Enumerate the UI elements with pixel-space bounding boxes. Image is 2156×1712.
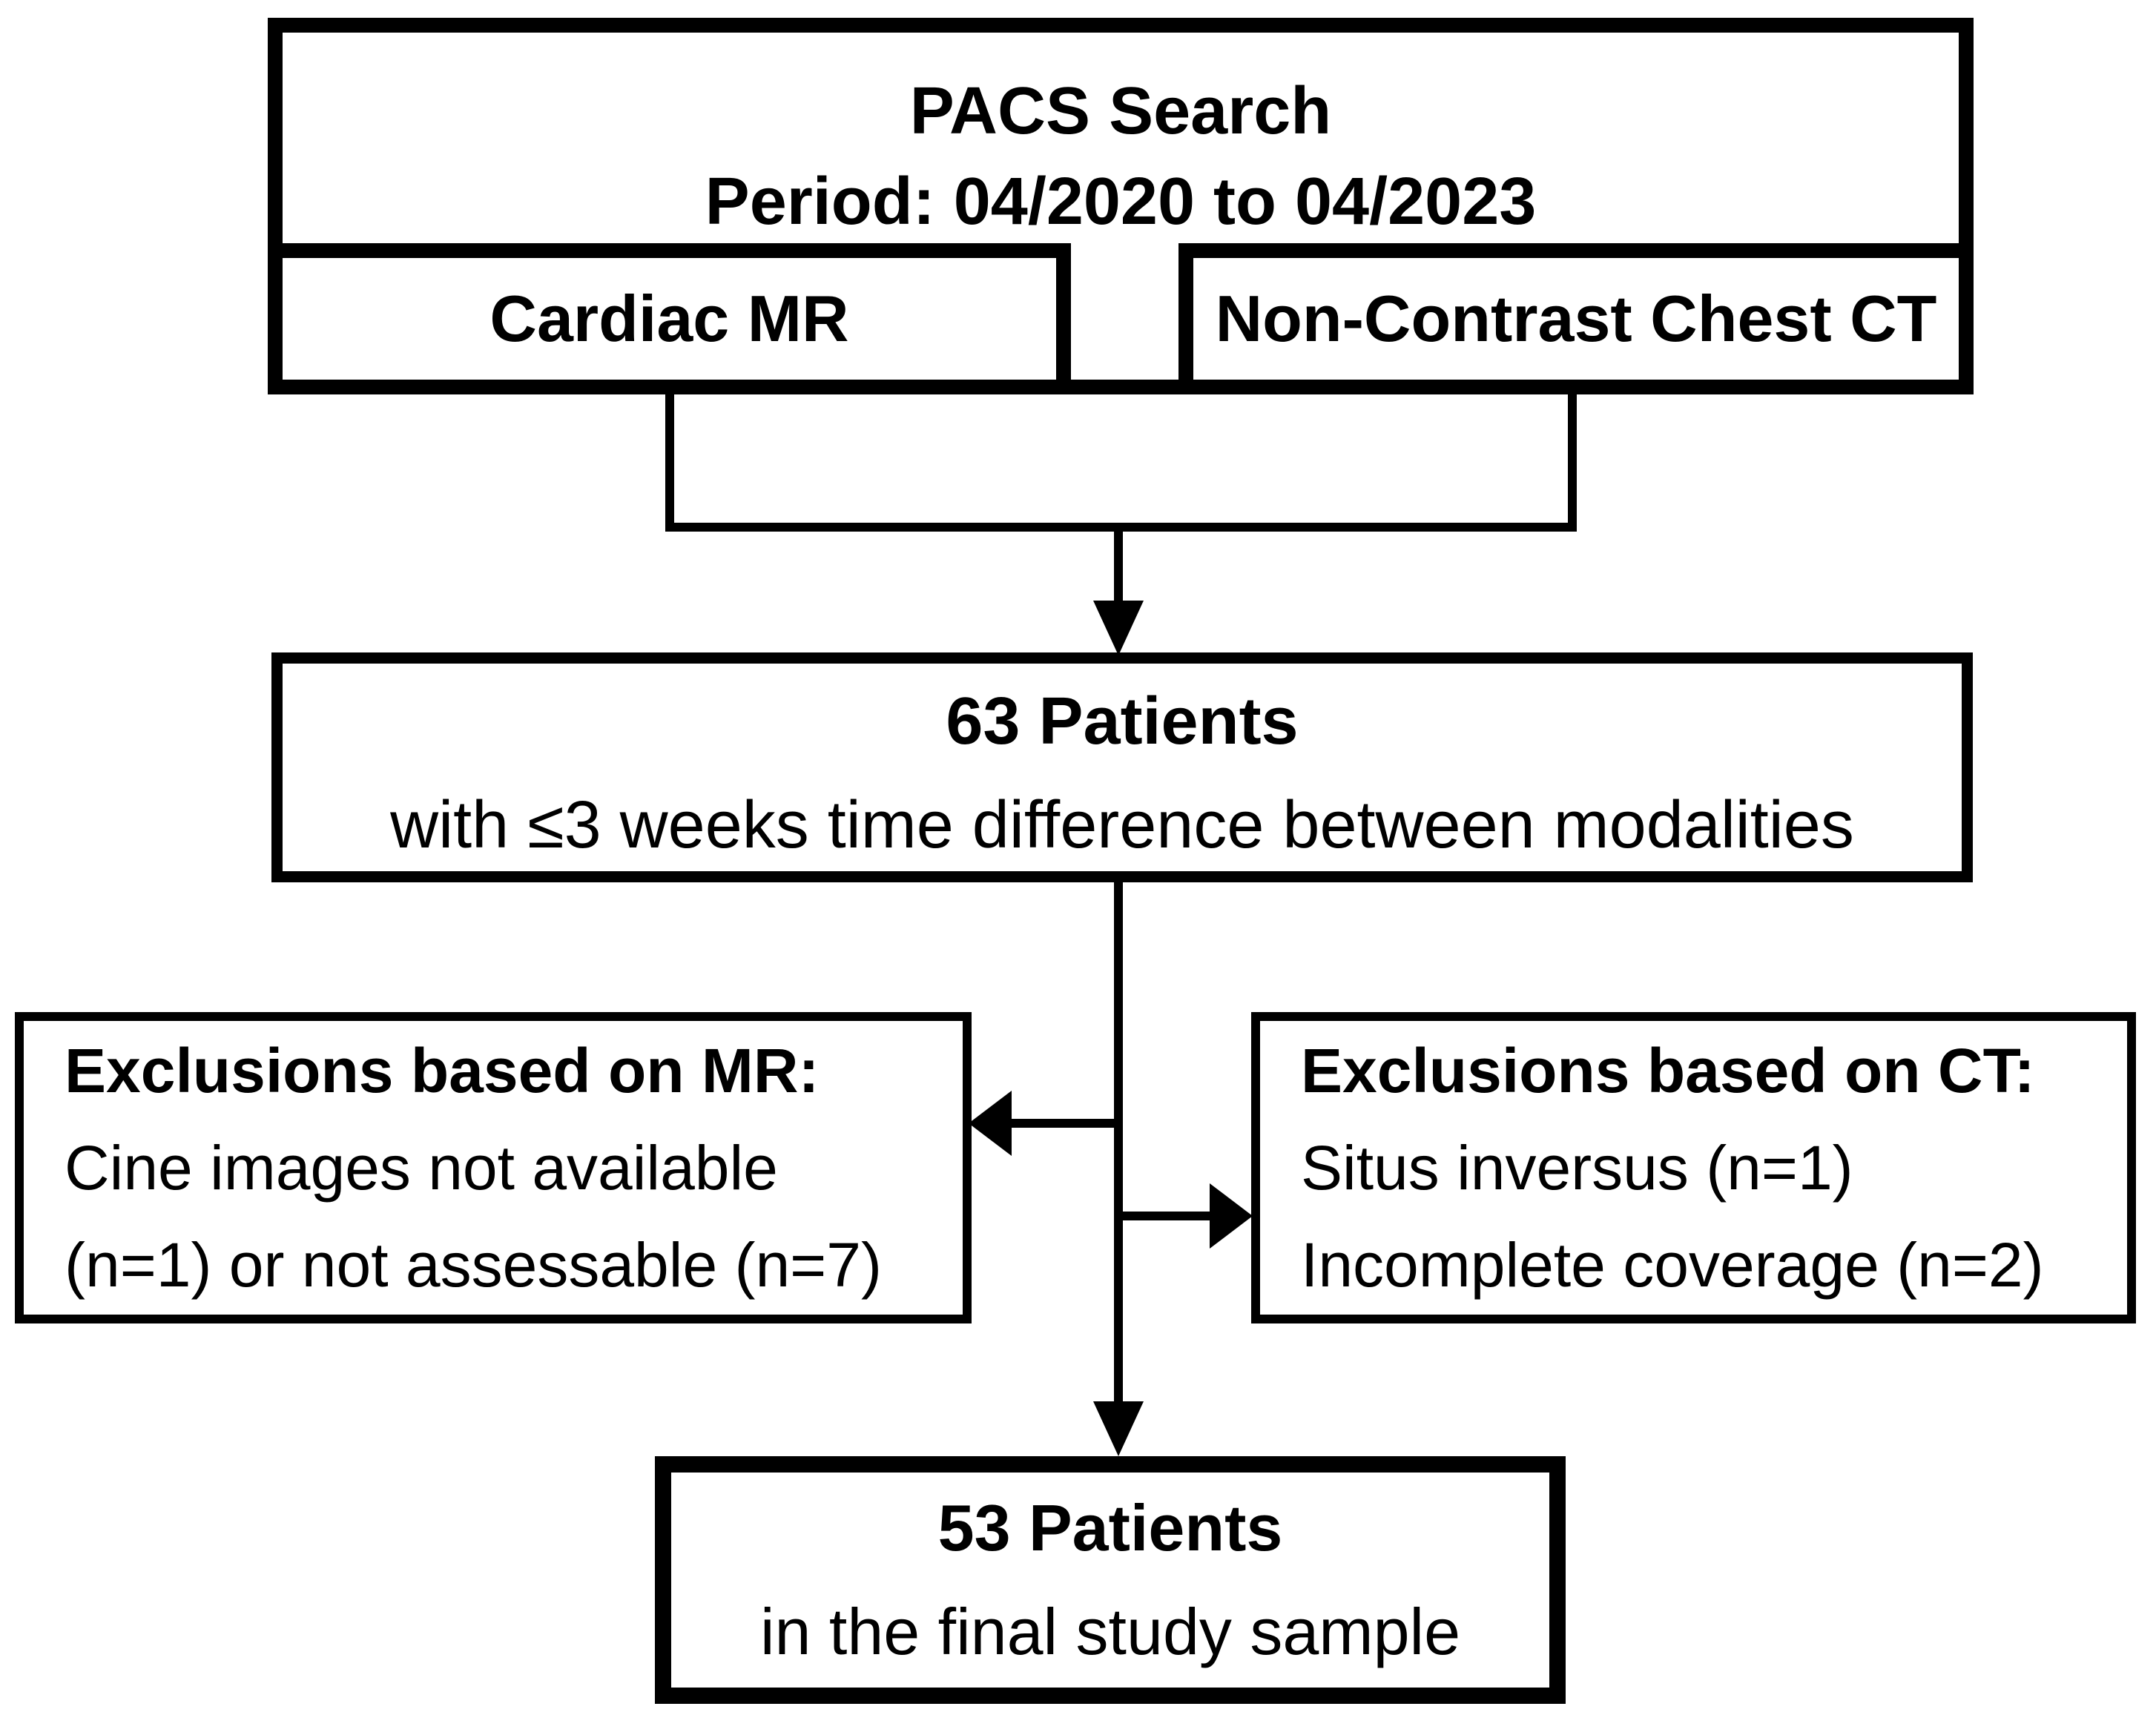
arrowhead-left-to-mr-exclusions [969, 1091, 1012, 1156]
cohort-count: 63 Patients [946, 684, 1299, 758]
cardiac-mr-label: Cardiac MR [489, 282, 849, 355]
cohort-box: 63 Patients with ≤3 weeks time differenc… [271, 652, 1973, 882]
chest-ct-box: Non-Contrast Chest CT [1178, 243, 1974, 394]
connector-right-vertical [1568, 394, 1577, 532]
exclusions-mr-title: Exclusions based on MR: [65, 1035, 820, 1105]
arrow-line-to-ct-exclusions [1123, 1212, 1211, 1220]
exclusions-mr-reason-1: Cine images not available [65, 1132, 778, 1203]
final-sample-box: 53 Patients in the final study sample [655, 1456, 1566, 1704]
arrowhead-down-to-final [1093, 1401, 1144, 1456]
exclusions-mr-reason-2: (n=1) or not assessable (n=7) [65, 1229, 882, 1300]
exclusions-ct-reason-2: Incomplete coverage (n=2) [1301, 1229, 2044, 1300]
cohort-criteria: with ≤3 weeks time difference between mo… [390, 788, 1854, 862]
connector-left-vertical [665, 394, 674, 532]
final-sample-count: 53 Patients [937, 1491, 1283, 1564]
chest-ct-label: Non-Contrast Chest CT [1215, 282, 1937, 355]
pacs-search-line1: PACS Search [909, 74, 1332, 148]
pacs-search-period: Period: 04/2020 to 04/2023 [705, 165, 1537, 239]
center-flow-line [1114, 882, 1123, 1404]
exclusions-ct-box: Exclusions based on CT: Situs inversus (… [1251, 1012, 2136, 1323]
exclusions-mr-box: Exclusions based on MR: Cine images not … [15, 1012, 972, 1323]
arrow-line-to-mr-exclusions [1009, 1119, 1114, 1128]
exclusions-ct-reason-1: Situs inversus (n=1) [1301, 1132, 1853, 1203]
cardiac-mr-box: Cardiac MR [268, 243, 1071, 394]
exclusions-ct-title: Exclusions based on CT: [1301, 1035, 2035, 1105]
pacs-search-title: PACS Search Period: 04/2020 to 04/2023 [283, 66, 1959, 247]
final-sample-label: in the final study sample [759, 1595, 1461, 1668]
arrowhead-down-to-cohort [1093, 601, 1144, 655]
connector-center-stub [1114, 523, 1123, 604]
arrowhead-right-to-ct-exclusions [1210, 1183, 1253, 1249]
